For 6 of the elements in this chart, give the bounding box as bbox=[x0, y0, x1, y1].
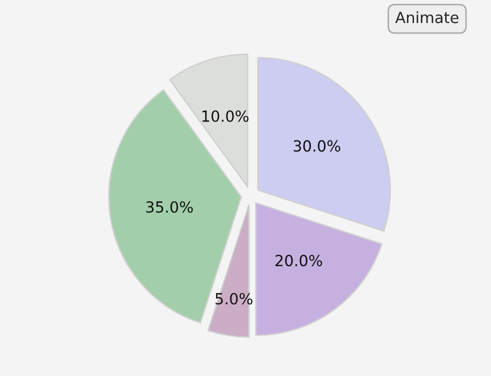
data-label: 5.0% bbox=[216, 292, 252, 305]
data-label: 20.0% bbox=[275, 254, 322, 266]
data-label: 10.0% bbox=[202, 110, 248, 122]
data-label: 30.0% bbox=[294, 140, 340, 152]
text: Animate bbox=[395, 11, 458, 24]
data-label: 35.0% bbox=[146, 201, 193, 213]
